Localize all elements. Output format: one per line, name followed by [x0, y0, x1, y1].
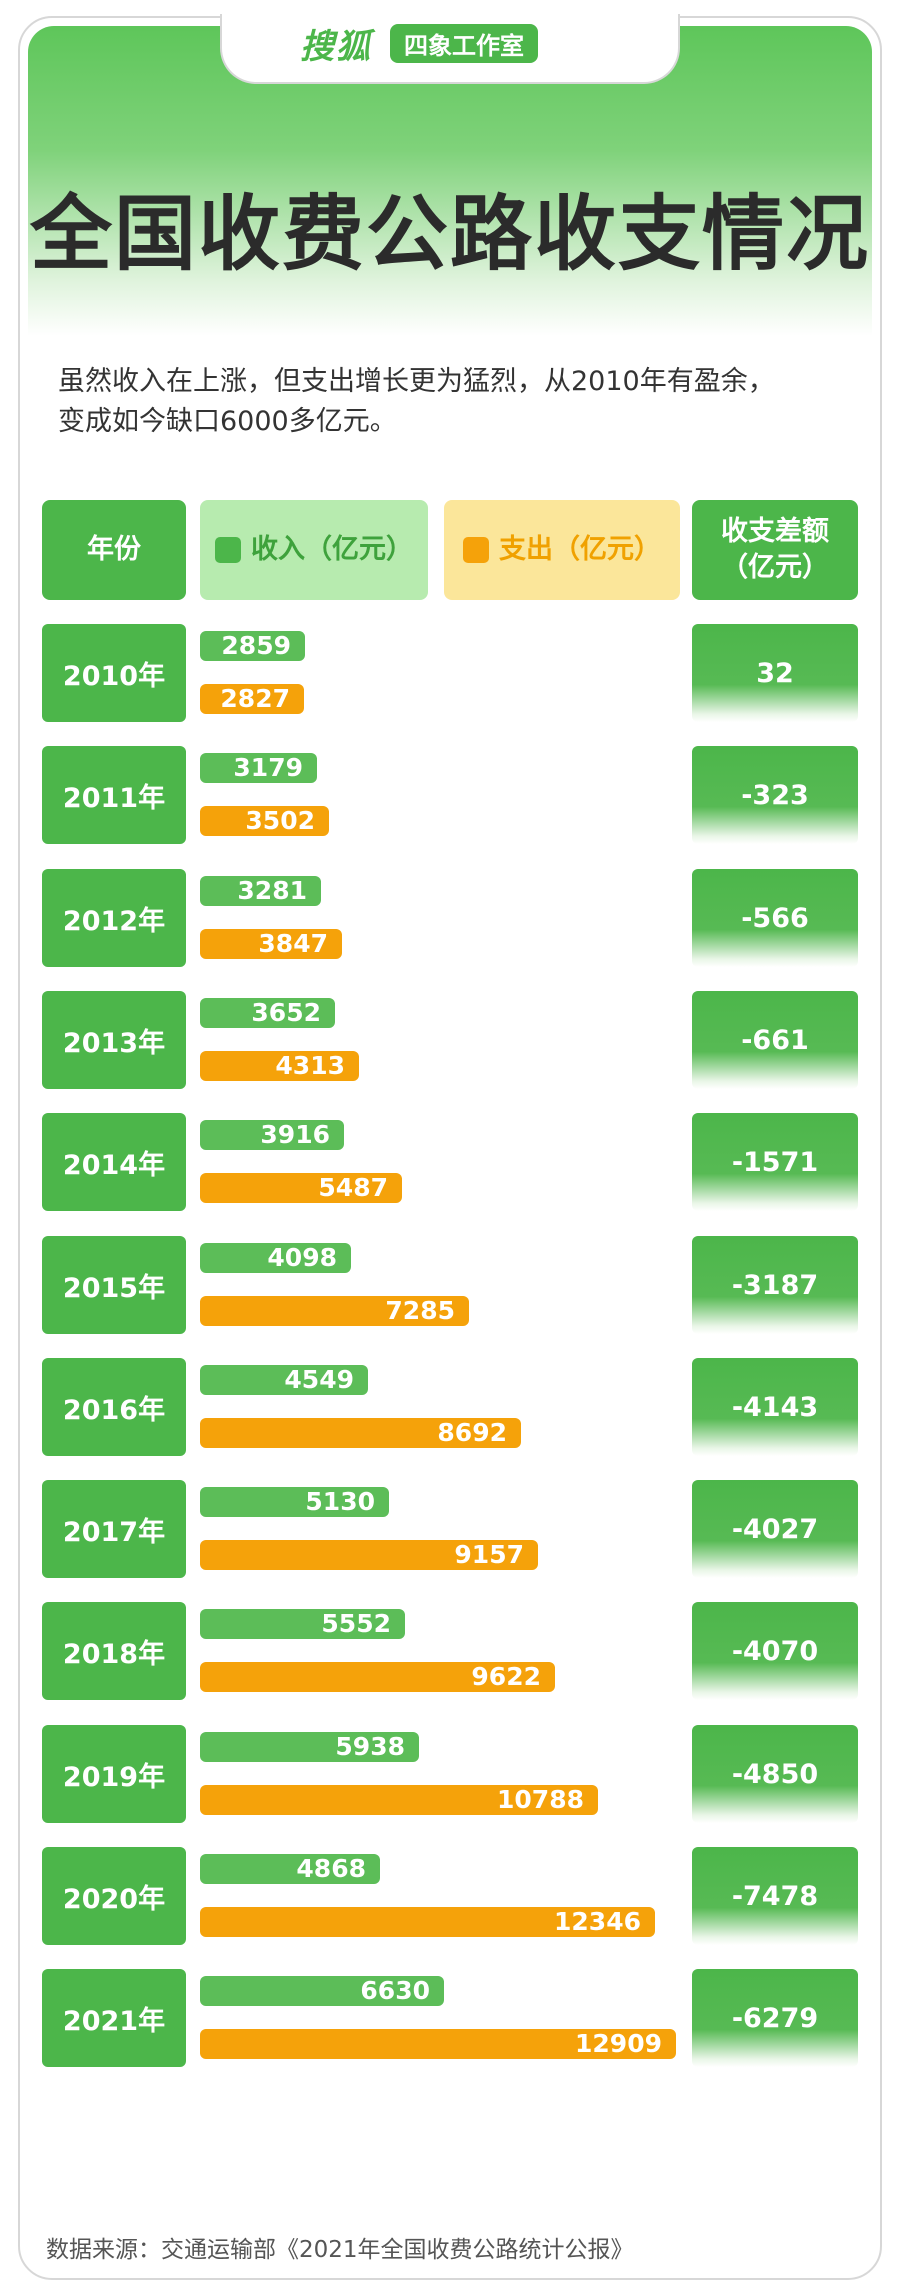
expense-bar: 10788 — [200, 1785, 598, 1815]
expense-bar: 8692 — [200, 1418, 521, 1448]
subtitle-line-2: 变成如今缺口6000多亿元。 — [58, 406, 397, 437]
expense-bar: 4313 — [200, 1051, 359, 1081]
income-bar: 4098 — [200, 1243, 351, 1273]
income-bar: 5552 — [200, 1609, 405, 1639]
year-label: 2013年 — [42, 991, 186, 1089]
diff-value: -566 — [692, 869, 858, 967]
year-label: 2018年 — [42, 1602, 186, 1700]
studio-tag: 四象工作室 — [390, 23, 538, 63]
expense-bar: 3847 — [200, 929, 342, 959]
year-label: 2010年 — [42, 624, 186, 722]
diff-value: -4143 — [692, 1358, 858, 1456]
header-expense: 支出（亿元） — [444, 500, 680, 600]
sohu-logo: 搜狐 — [300, 26, 372, 67]
income-bar: 2859 — [200, 631, 305, 661]
expense-bar: 2827 — [200, 684, 304, 714]
income-bar: 6630 — [200, 1976, 444, 2006]
expense-bar: 5487 — [200, 1173, 402, 1203]
income-legend-swatch — [215, 537, 241, 563]
header-income: 收入（亿元） — [200, 500, 428, 600]
year-label: 2020年 — [42, 1847, 186, 1945]
diff-value: -4850 — [692, 1725, 858, 1823]
income-bar: 3652 — [200, 998, 335, 1028]
year-label: 2016年 — [42, 1358, 186, 1456]
year-label: 2017年 — [42, 1480, 186, 1578]
data-source: 数据来源：交通运输部《2021年全国收费公路统计公报》 — [46, 2237, 634, 2263]
year-label: 2015年 — [42, 1236, 186, 1334]
diff-value: -4027 — [692, 1480, 858, 1578]
header-diff-line-1: 收支差额 — [721, 516, 829, 547]
diff-value: 32 — [692, 624, 858, 722]
subtitle-line-1: 虽然收入在上涨，但支出增长更为猛烈，从2010年有盈余， — [58, 366, 775, 397]
header-expense-label: 支出（亿元） — [499, 534, 661, 565]
header-year: 年份 — [42, 500, 186, 600]
diff-value: -4070 — [692, 1602, 858, 1700]
expense-bar: 9622 — [200, 1662, 555, 1692]
header-diff-line-2: （亿元） — [721, 552, 829, 583]
year-label: 2011年 — [42, 746, 186, 844]
income-bar: 3179 — [200, 753, 317, 783]
subtitle: 虽然收入在上涨，但支出增长更为猛烈，从2010年有盈余， 变成如今缺口6000多… — [58, 362, 858, 442]
diff-value: -661 — [692, 991, 858, 1089]
year-label: 2014年 — [42, 1113, 186, 1211]
year-label: 2019年 — [42, 1725, 186, 1823]
expense-bar: 12346 — [200, 1907, 655, 1937]
header-income-label: 收入（亿元） — [251, 534, 413, 565]
year-label: 2021年 — [42, 1969, 186, 2067]
page-title: 全国收费公路收支情况 — [29, 187, 870, 282]
income-bar: 5938 — [200, 1732, 419, 1762]
income-bar: 3916 — [200, 1120, 344, 1150]
brand-bar: 搜狐 四象工作室 — [300, 18, 538, 68]
expense-bar: 3502 — [200, 806, 329, 836]
diff-value: -323 — [692, 746, 858, 844]
income-bar: 3281 — [200, 876, 321, 906]
expense-bar: 7285 — [200, 1296, 469, 1326]
income-bar: 4549 — [200, 1365, 368, 1395]
expense-bar: 12909 — [200, 2029, 676, 2059]
expense-legend-swatch — [463, 537, 489, 563]
diff-value: -7478 — [692, 1847, 858, 1945]
year-label: 2012年 — [42, 869, 186, 967]
expense-bar: 9157 — [200, 1540, 538, 1570]
diff-value: -1571 — [692, 1113, 858, 1211]
diff-value: -3187 — [692, 1236, 858, 1334]
header-diff: 收支差额 （亿元） — [692, 500, 858, 600]
income-bar: 4868 — [200, 1854, 380, 1884]
income-bar: 5130 — [200, 1487, 389, 1517]
diff-value: -6279 — [692, 1969, 858, 2067]
